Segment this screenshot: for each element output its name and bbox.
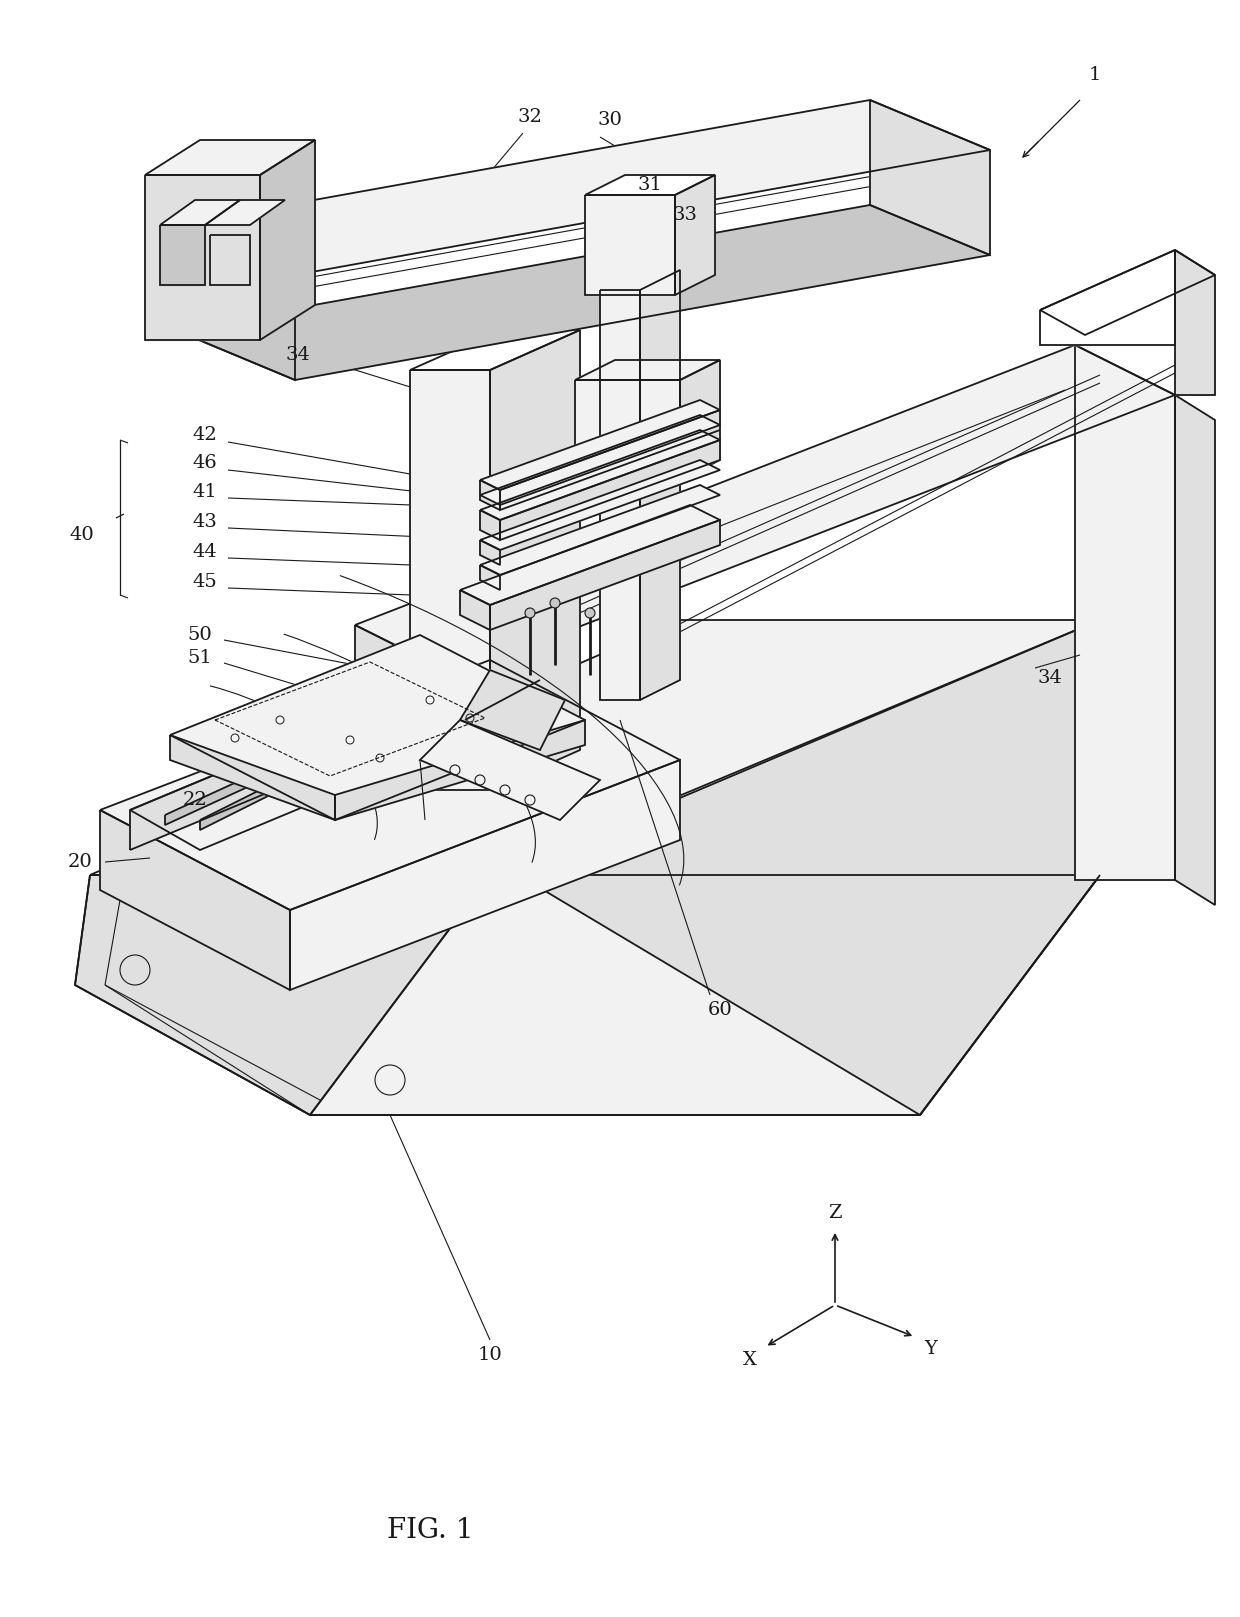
Text: Z: Z <box>828 1205 842 1222</box>
Polygon shape <box>130 686 500 851</box>
Polygon shape <box>1075 344 1176 880</box>
Polygon shape <box>510 619 1100 1116</box>
Text: 34: 34 <box>1038 669 1063 687</box>
Polygon shape <box>145 175 260 340</box>
Polygon shape <box>74 875 490 1116</box>
Polygon shape <box>500 440 720 540</box>
Polygon shape <box>600 289 640 700</box>
Text: 34: 34 <box>285 346 310 364</box>
Polygon shape <box>575 380 680 480</box>
Polygon shape <box>480 480 500 509</box>
Polygon shape <box>585 175 715 196</box>
Text: 22: 22 <box>182 791 207 808</box>
Polygon shape <box>1040 251 1176 344</box>
Polygon shape <box>410 330 580 370</box>
Circle shape <box>525 608 534 618</box>
Text: 44: 44 <box>192 543 217 561</box>
Polygon shape <box>870 100 990 255</box>
Text: 1: 1 <box>1089 66 1101 84</box>
Polygon shape <box>410 370 490 791</box>
Polygon shape <box>480 459 720 550</box>
Polygon shape <box>200 705 430 830</box>
Polygon shape <box>1176 395 1215 906</box>
Polygon shape <box>290 760 680 990</box>
Polygon shape <box>585 196 675 294</box>
Polygon shape <box>460 590 490 631</box>
Polygon shape <box>335 720 585 820</box>
Polygon shape <box>175 225 295 380</box>
Text: 60: 60 <box>708 1001 733 1019</box>
Polygon shape <box>680 361 720 480</box>
Polygon shape <box>480 416 720 505</box>
Polygon shape <box>165 700 415 825</box>
Polygon shape <box>1176 251 1215 395</box>
Text: 50: 50 <box>187 626 212 644</box>
Polygon shape <box>130 686 430 851</box>
Polygon shape <box>160 201 241 225</box>
Text: 51: 51 <box>187 648 212 666</box>
Polygon shape <box>490 521 720 631</box>
Polygon shape <box>575 361 720 380</box>
Polygon shape <box>355 626 455 720</box>
Text: 41: 41 <box>192 483 217 501</box>
Text: 10: 10 <box>477 1345 502 1365</box>
Polygon shape <box>175 100 990 275</box>
Polygon shape <box>640 270 680 700</box>
Polygon shape <box>480 540 500 564</box>
Circle shape <box>551 598 560 608</box>
Text: 20: 20 <box>68 854 92 872</box>
Text: 31: 31 <box>637 176 662 194</box>
Polygon shape <box>205 201 285 225</box>
Polygon shape <box>460 669 565 750</box>
Polygon shape <box>91 619 1100 875</box>
Polygon shape <box>175 205 990 380</box>
Text: 45: 45 <box>192 572 217 590</box>
Polygon shape <box>500 411 720 509</box>
Polygon shape <box>480 564 500 590</box>
Polygon shape <box>480 509 500 540</box>
Text: 46: 46 <box>192 454 217 472</box>
Polygon shape <box>1040 251 1215 335</box>
Polygon shape <box>490 330 580 791</box>
Polygon shape <box>170 635 585 820</box>
Polygon shape <box>210 234 250 285</box>
Polygon shape <box>480 430 720 521</box>
Polygon shape <box>100 810 290 990</box>
Text: X: X <box>743 1350 756 1370</box>
Text: 42: 42 <box>192 425 217 445</box>
Text: 33: 33 <box>672 205 697 225</box>
Text: FIG. 1: FIG. 1 <box>387 1517 474 1544</box>
Polygon shape <box>420 720 600 820</box>
Polygon shape <box>100 660 680 910</box>
Text: 32: 32 <box>517 108 542 126</box>
Polygon shape <box>480 399 720 490</box>
Text: 40: 40 <box>69 526 94 543</box>
Text: Y: Y <box>925 1340 937 1358</box>
Polygon shape <box>145 141 315 175</box>
Circle shape <box>585 608 595 618</box>
Polygon shape <box>480 485 720 576</box>
Polygon shape <box>260 141 315 340</box>
Polygon shape <box>160 225 205 285</box>
Polygon shape <box>170 736 335 820</box>
Polygon shape <box>460 505 720 605</box>
Polygon shape <box>310 875 1100 1116</box>
Text: 43: 43 <box>192 513 217 530</box>
Polygon shape <box>675 175 715 294</box>
Polygon shape <box>355 344 1176 674</box>
Text: 30: 30 <box>598 112 622 129</box>
